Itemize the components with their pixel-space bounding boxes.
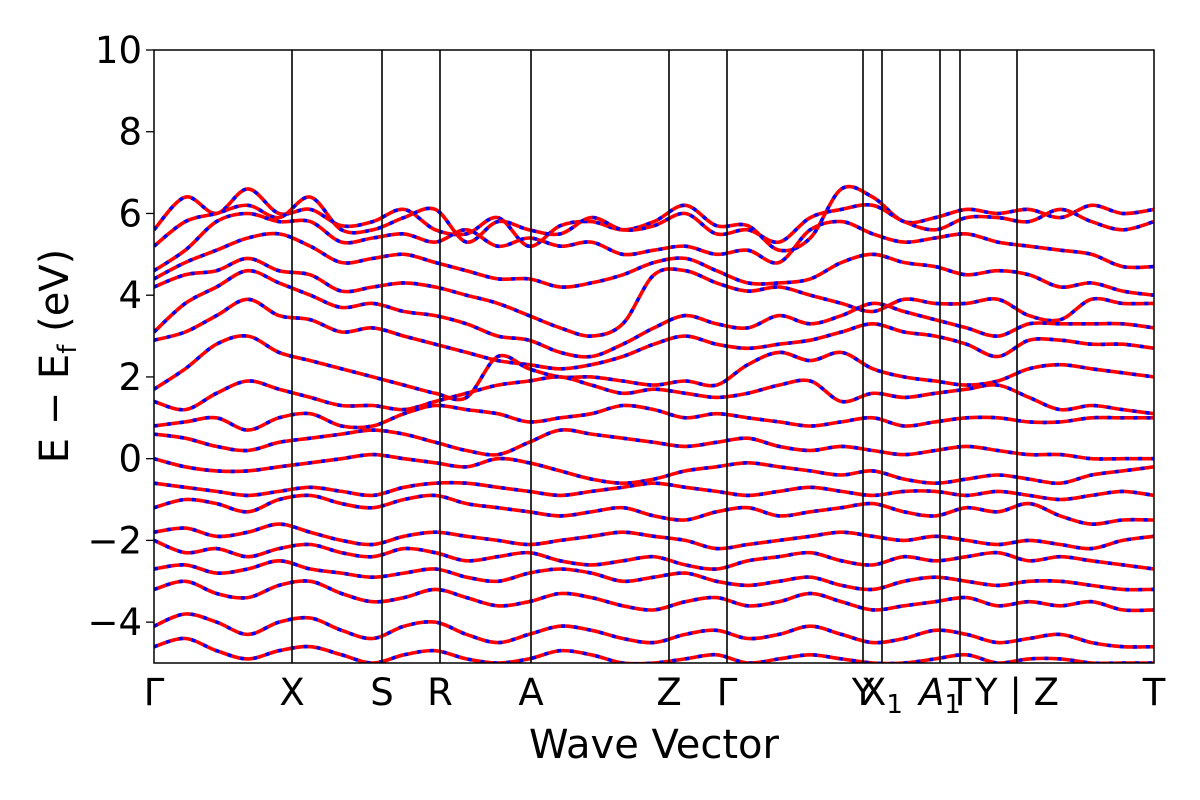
x-axis-title: Wave Vector: [529, 722, 780, 768]
high-symmetry-lines: [291, 50, 1018, 663]
band-20-blue-line: [154, 636, 1154, 663]
band-14-blue-line: [154, 493, 1154, 526]
band-3-red-line: [154, 211, 1154, 273]
x-tick-label-7: Γ: [717, 671, 738, 714]
y-tick-label-5: 2: [118, 356, 142, 399]
band-5-blue-line: [154, 256, 1154, 338]
band-9-red-line: [154, 375, 1154, 416]
band-10-red-line: [154, 403, 1154, 432]
band-10-blue-line: [154, 403, 1154, 432]
band-2-blue-line: [154, 195, 1154, 248]
x-tick-label-10: A1: [917, 671, 961, 720]
x-tick-label-13: T: [1142, 671, 1166, 714]
band-lines: [154, 184, 1154, 663]
band-16-blue-line: [154, 538, 1154, 571]
y-tick-label-1: 10: [95, 29, 142, 72]
x-tick-label-8: Y: [851, 671, 875, 714]
y-tick-label-2: 8: [118, 111, 142, 154]
x-tick-label-9: X1: [861, 671, 903, 720]
x-tick-label-2: X: [279, 671, 304, 714]
y-axis-title-main: E − E: [32, 354, 78, 464]
band-17-red-line: [154, 559, 1154, 592]
band-15-blue-line: [154, 522, 1154, 551]
x-tick-label-1: Γ: [144, 671, 165, 714]
band-6-red-line: [154, 268, 1154, 359]
band-13-red-line: [154, 480, 1154, 502]
band-14-red-line: [154, 493, 1154, 526]
y-tick-label-3: 6: [118, 192, 142, 235]
band-19-blue-line: [154, 612, 1154, 649]
x-tick-label-12: Y | Z: [974, 671, 1059, 714]
x-tick-label-11: T: [948, 671, 972, 714]
band-12-blue-line: [154, 452, 1154, 486]
y-tick-label-4: 4: [118, 274, 142, 317]
y-tick-label-6: 0: [118, 438, 142, 481]
band-4-blue-line: [154, 231, 1154, 297]
y-axis: 10 8 6 4 2 0 −2 −4: [87, 29, 154, 644]
x-tick-label-3: S: [370, 671, 394, 714]
x-tick-label-4: R: [427, 671, 453, 714]
band-7-red-line: [154, 297, 1154, 371]
y-axis-title-sub: f: [53, 344, 83, 354]
y-axis-title-suffix: (eV): [32, 249, 78, 345]
band-8-red-line: [154, 334, 1154, 402]
plot-frame: [153, 49, 1155, 664]
y-tick-label-7: −2: [87, 519, 142, 562]
band-17-blue-line: [154, 559, 1154, 592]
band-11-red-line: [154, 428, 1154, 461]
x-tick-label-6: Z: [656, 671, 681, 714]
x-tick-label-5: A: [518, 671, 543, 714]
band-11-blue-line: [154, 428, 1154, 461]
band-18-blue-line: [154, 579, 1154, 613]
y-axis-title: E − Ef (eV): [32, 249, 83, 464]
y-tick-label-8: −4: [87, 601, 142, 644]
band-1-red-line: [154, 184, 1154, 253]
